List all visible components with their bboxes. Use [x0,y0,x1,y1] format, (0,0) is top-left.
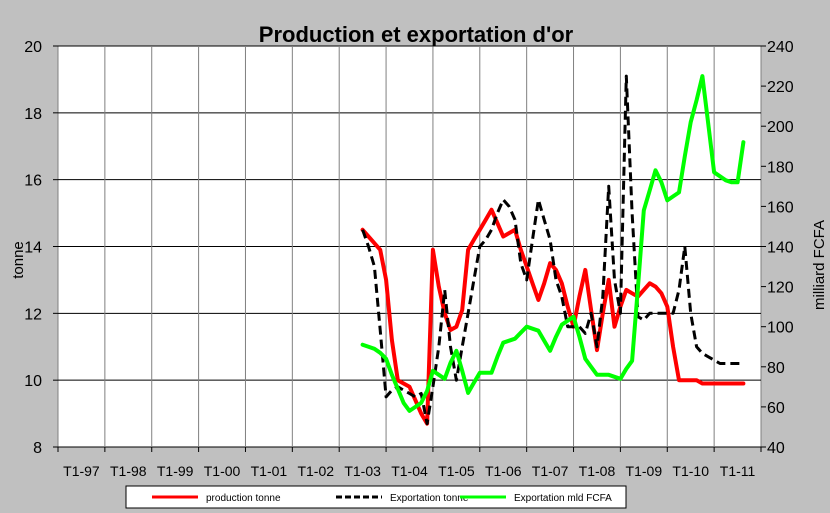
y2-tick-label: 240 [767,39,794,56]
y2-tick-label: 40 [767,440,785,457]
y2-axis-ticks: 40 60 80 100 120 140 160 180 200 220 240 [767,39,794,457]
chart-title: Production et exportation d'or [259,22,574,47]
axes [53,45,766,452]
x-tick-label: T1-06 [485,463,522,479]
y-tick-label: 18 [24,106,42,123]
series-line-3 [360,74,746,413]
y2-tick-label: 200 [767,119,794,136]
legend-label: Exportation tonne [390,493,469,504]
x-tick-label: T1-07 [532,463,569,479]
x-tick-label: T1-01 [251,463,288,479]
y-tick-label: 8 [33,440,42,457]
y-tick-label: 12 [24,306,42,323]
x-tick-label: T1-00 [204,463,241,479]
y2-tick-label: 140 [767,240,794,257]
y2-tick-label: 160 [767,199,794,216]
y-axis-ticks: 8 10 12 14 16 18 20 [24,39,42,457]
x-tick-label: T1-98 [110,463,147,479]
y-tick-label: 10 [24,373,42,390]
x-tick-label: T1-08 [579,463,616,479]
y2-tick-label: 60 [767,400,785,417]
series-line-2 [361,74,744,426]
series-layer [360,74,746,426]
y2-tick-label: 180 [767,159,794,176]
x-tick-label: T1-10 [672,463,709,479]
legend-label: Exportation mld FCFA [514,493,612,504]
y2-tick-label: 220 [767,79,794,96]
y2-tick-label: 100 [767,320,794,337]
y2-tick-label: 80 [767,360,785,377]
y-tick-label: 16 [24,173,42,190]
y-tick-label: 20 [24,39,42,56]
x-tick-label: T1-04 [391,463,428,479]
x-tick-label: T1-05 [438,463,475,479]
x-tick-label: T1-99 [157,463,194,479]
y2-tick-label: 120 [767,280,794,297]
y-axis-label: tonne [10,241,27,279]
x-tick-label: T1-02 [297,463,334,479]
legend-label: production tonne [206,493,281,504]
x-axis-ticks: T1-97 T1-98 T1-99 T1-00 T1-01 T1-02 T1-03 T1-04… [63,463,755,479]
y2-axis-label: milliard FCFA [811,220,828,310]
x-tick-label: T1-97 [63,463,100,479]
x-tick-label: T1-09 [626,463,663,479]
x-tick-label: T1-03 [344,463,381,479]
legend: production tonne Exportation tonne Exporta… [125,485,627,509]
x-tick-label: T1-11 [720,463,756,479]
y-tick-label: 14 [24,240,42,257]
